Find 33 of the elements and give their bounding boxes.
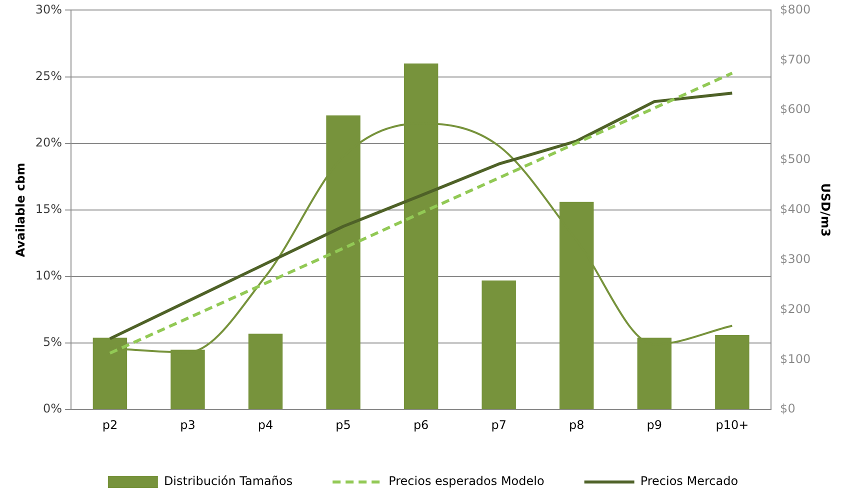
y-tick-label: 20%: [35, 135, 62, 150]
x-tick-label: p10+: [716, 418, 749, 432]
y-axis-title: Available cbm: [13, 162, 28, 258]
x-tick-label: p4: [258, 418, 274, 432]
y2-tick-label: $300: [780, 252, 811, 266]
y2-tick-label: $0: [780, 402, 796, 416]
legend-label: Precios Mercado: [640, 474, 738, 488]
x-tick-label: p6: [413, 418, 429, 432]
y-tick-label: 30%: [35, 2, 62, 16]
y2-tick-label: $200: [780, 302, 811, 316]
legend-label: Precios esperados Modelo: [388, 474, 544, 488]
x-tick-label: p7: [491, 418, 506, 432]
y-tick-label: 5%: [43, 335, 62, 350]
y2-tick-label: $700: [780, 52, 811, 66]
y-tick-label: 10%: [35, 268, 62, 283]
x-tick-label: p8: [568, 418, 584, 432]
bar: [248, 334, 283, 410]
y-tick-label: 15%: [35, 202, 62, 216]
y-tick-label: 0%: [43, 402, 62, 416]
y-tick-label: 25%: [35, 68, 62, 83]
x-tick-label: p5: [336, 418, 351, 432]
bar: [482, 280, 516, 410]
x-tick-label: p3: [180, 418, 196, 432]
y2-tick-label: $400: [780, 202, 811, 216]
x-tick-label: p2: [102, 418, 118, 432]
y2-axis-title: USD/m3: [818, 183, 833, 237]
y2-tick-label: $500: [780, 152, 811, 166]
y2-tick-label: $800: [780, 2, 811, 16]
legend-label: Distribución Tamaños: [164, 474, 293, 488]
x-tick-label: p9: [646, 418, 662, 432]
bar: [715, 335, 750, 410]
y2-tick-label: $600: [780, 102, 811, 116]
y2-tick-label: $100: [780, 352, 811, 366]
